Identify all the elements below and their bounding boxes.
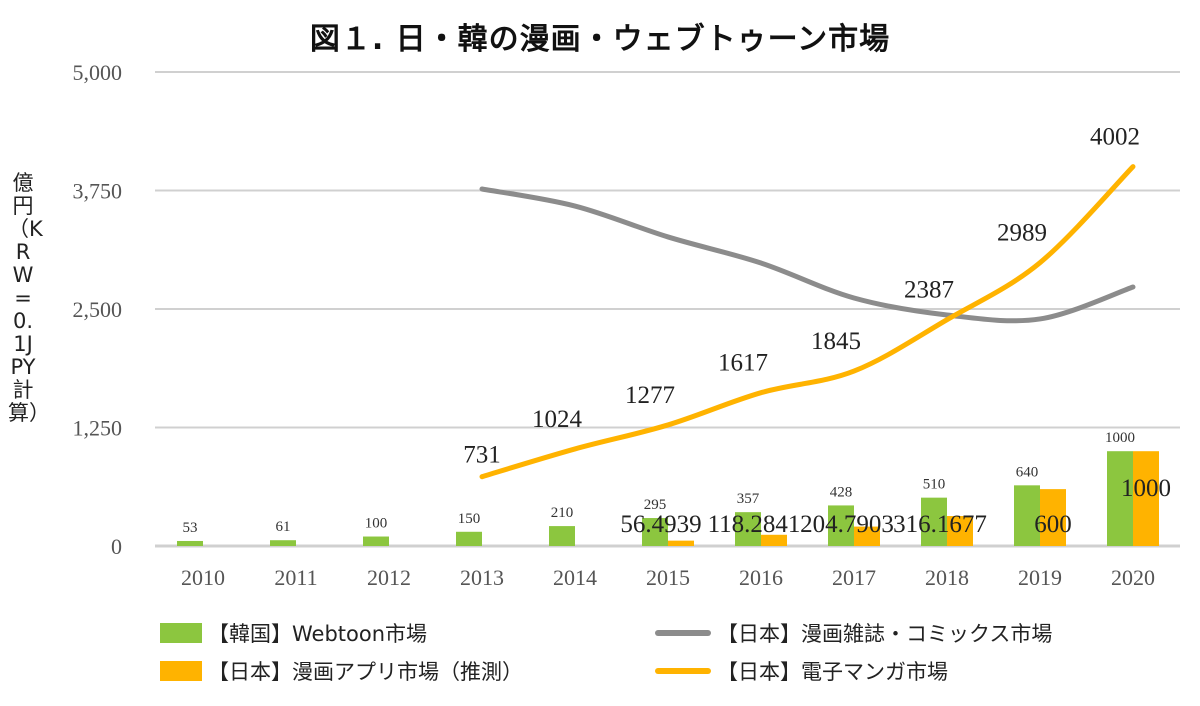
x-tick-label: 2017: [832, 565, 876, 590]
legend-label: 【日本】漫画雑誌・コミックス市場: [717, 622, 1053, 646]
bar-data-label: 600: [1034, 511, 1072, 538]
x-tick-label: 2016: [739, 565, 783, 590]
bar-korea-webtoon: [270, 540, 296, 546]
line-data-label: 1277: [625, 382, 675, 409]
x-tick-label: 2013: [460, 565, 504, 590]
bar-korea-webtoon: [549, 526, 575, 546]
legend-label: 【日本】電子マンガ市場: [717, 660, 948, 684]
x-tick-label: 2011: [274, 565, 317, 590]
bar-data-label: 150: [458, 511, 481, 527]
bar-japan-app: [668, 540, 694, 546]
line-data-label: 731: [463, 442, 501, 469]
bar-japan-app: [854, 526, 880, 546]
line-data-label: 1845: [811, 328, 861, 355]
bar-data-label: 428: [830, 484, 853, 500]
legend-item-japan-print: 【日本】漫画雑誌・コミックス市場: [655, 618, 1052, 648]
y-tick-label: 5,000: [73, 60, 123, 85]
legend-line-orange: [655, 668, 711, 674]
legend-swatch-orange: [160, 661, 202, 681]
x-tick-label: 2012: [367, 565, 411, 590]
x-tick-label: 2020: [1111, 565, 1155, 590]
bar-korea-webtoon: [456, 531, 482, 546]
bar-data-label: 316.1677: [893, 511, 987, 538]
legend-line-grey: [655, 630, 711, 636]
bar-data-label: 61: [276, 519, 291, 535]
bar-korea-webtoon: [921, 497, 947, 546]
bar-data-label: 357: [737, 491, 760, 507]
bar-data-label: 210: [551, 505, 574, 521]
bar-data-label: 1000: [1105, 430, 1135, 446]
x-tick-label: 2015: [646, 565, 690, 590]
bar-korea-webtoon: [642, 518, 668, 546]
bar-data-label: 295: [644, 497, 667, 513]
bar-japan-app: [1133, 451, 1159, 546]
line-data-label: 2387: [904, 277, 954, 304]
x-tick-label: 2010: [181, 565, 225, 590]
y-axis-label: 億円（KRW=0.1JPY計算）: [8, 171, 50, 425]
bar-korea-webtoon: [363, 536, 389, 546]
x-tick-label: 2014: [553, 565, 597, 590]
line-data-label: 2989: [997, 220, 1047, 247]
bar-data-label: 510: [923, 477, 946, 493]
y-tick-label: 2,500: [73, 297, 123, 322]
line-data-label: 1617: [718, 350, 768, 377]
bar-data-label: 118.2841: [708, 511, 801, 538]
y-tick-label: 1,250: [73, 416, 123, 441]
bar-data-label: 100: [365, 516, 388, 532]
bar-korea-webtoon: [1107, 451, 1133, 546]
bar-korea-webtoon: [828, 505, 854, 546]
bar-japan-app: [947, 516, 973, 546]
bar-data-label: 56.4939: [620, 511, 701, 538]
legend-item-japan-app: 【日本】漫画アプリ市場（推測）: [160, 656, 523, 686]
bar-japan-app: [761, 534, 787, 546]
legend-label: 【日本】漫画アプリ市場（推測）: [208, 660, 523, 684]
legend-item-japan-digital: 【日本】電子マンガ市場: [655, 656, 948, 686]
bar-data-label: 640: [1016, 464, 1039, 480]
line-japan-print: [479, 186, 1136, 324]
bar-data-label: 1000: [1121, 475, 1171, 502]
x-tick-label: 2018: [925, 565, 969, 590]
bar-data-label: 53: [183, 520, 198, 536]
bar-japan-app: [1040, 489, 1066, 546]
legend-label: 【韓国】Webtoon市場: [208, 622, 428, 646]
line-japan-digital: [479, 164, 1136, 480]
y-tick-label: 3,750: [73, 179, 123, 204]
bar-data-label: 204.7903: [800, 511, 894, 538]
legend-swatch-green: [160, 623, 202, 643]
x-tick-label: 2019: [1018, 565, 1062, 590]
bar-korea-webtoon: [1014, 485, 1040, 546]
chart-title: 図１. 日・韓の漫画・ウェブトゥーン市場: [309, 22, 891, 57]
bar-korea-webtoon: [735, 512, 761, 546]
line-data-label: 4002: [1090, 124, 1140, 151]
line-data-label: 1024: [532, 406, 583, 433]
y-tick-label: 0: [111, 534, 122, 559]
legend-item-korea-webtoon: 【韓国】Webtoon市場: [160, 618, 427, 648]
bar-korea-webtoon: [177, 540, 203, 546]
